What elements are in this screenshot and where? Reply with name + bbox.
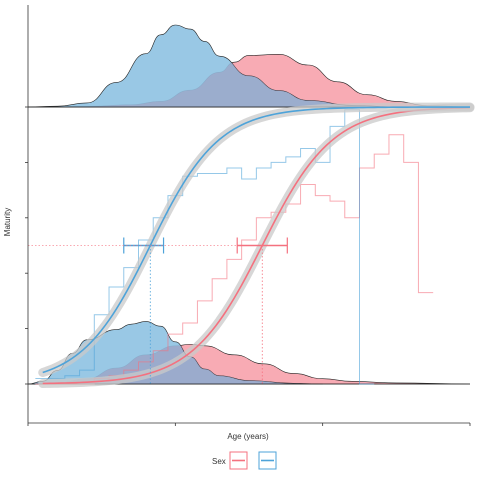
legend-key-male [259,452,276,469]
x-axis-title: Age (years) [227,432,269,441]
legend-key-female [230,452,247,469]
top-age-density-layer [28,25,470,107]
legend-title: Sex [212,457,226,466]
y-axis-title: Maturity [3,208,12,236]
legend: Sex [212,452,276,469]
